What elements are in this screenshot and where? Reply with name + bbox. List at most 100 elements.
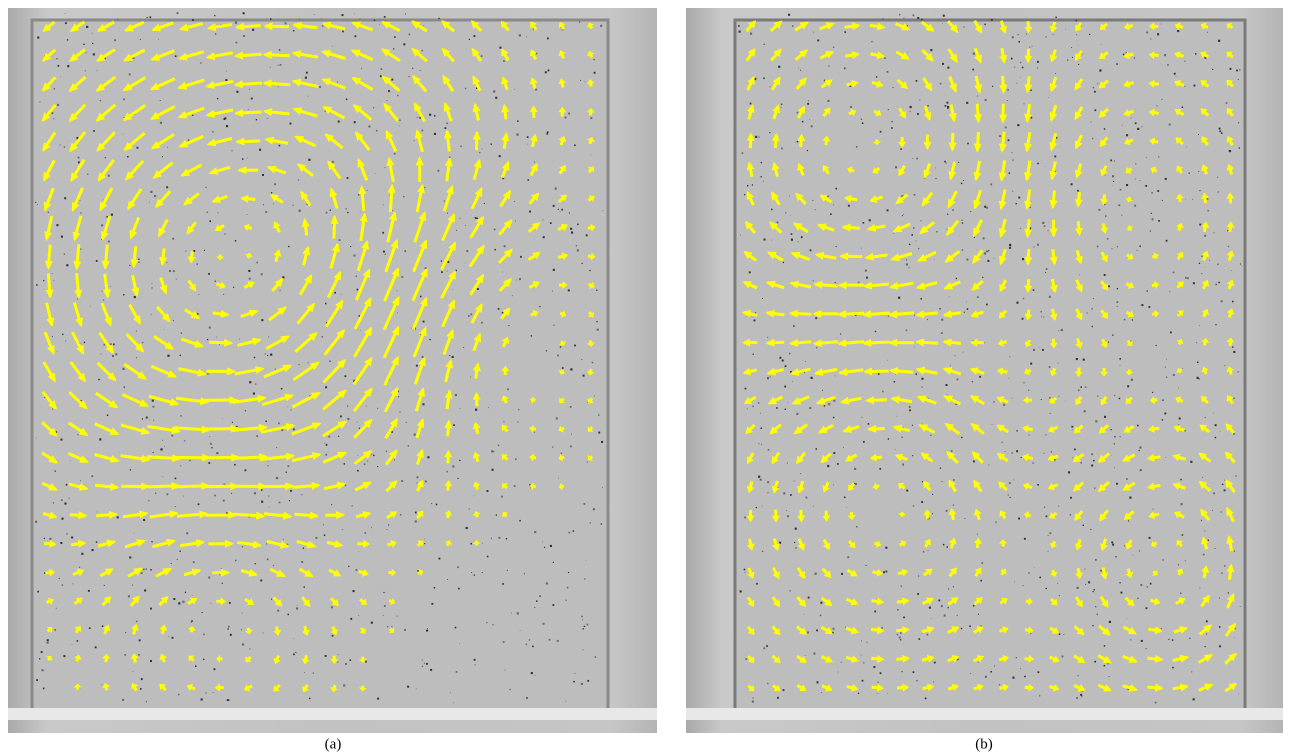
particle [738, 25, 740, 27]
particle [1134, 57, 1135, 58]
particle [973, 605, 975, 607]
particle [1062, 656, 1064, 658]
particle [249, 89, 250, 90]
particle [1215, 324, 1216, 325]
particle [947, 67, 949, 69]
particle [77, 434, 78, 435]
particle [927, 634, 929, 636]
particle [1184, 86, 1185, 87]
particle [914, 315, 915, 316]
particle [293, 205, 294, 206]
particle [1104, 204, 1105, 205]
particle [149, 420, 150, 421]
particle [866, 277, 868, 279]
particle [527, 136, 529, 138]
particle [784, 386, 786, 388]
particle [263, 633, 264, 634]
particle [254, 492, 256, 494]
particle [1226, 102, 1228, 104]
particle [790, 494, 792, 496]
particle [337, 662, 338, 663]
particle [1093, 298, 1094, 299]
particle [1104, 128, 1106, 130]
particle [916, 80, 918, 82]
particle [567, 587, 569, 589]
particle [967, 308, 969, 310]
particle [582, 619, 583, 620]
particle [932, 513, 933, 514]
particle [532, 646, 534, 648]
particle [761, 162, 762, 163]
particle [415, 512, 417, 514]
particle [1127, 385, 1129, 387]
particle [908, 267, 909, 268]
particle [356, 569, 358, 571]
particle [927, 319, 928, 320]
particle [813, 32, 814, 33]
particle [1039, 577, 1041, 579]
particle [344, 463, 346, 465]
particle [1219, 626, 1221, 628]
particle [941, 332, 943, 334]
particle [912, 158, 913, 159]
particle [791, 239, 793, 241]
particle [61, 236, 63, 238]
particle [214, 15, 215, 16]
particle [535, 675, 536, 676]
particle [1240, 606, 1241, 607]
particle [935, 168, 936, 169]
particle [355, 35, 357, 37]
particle [394, 36, 396, 38]
particle [1161, 99, 1162, 100]
particle [295, 652, 296, 653]
particle [961, 437, 962, 438]
particle [241, 629, 242, 630]
particle [1013, 160, 1014, 161]
particle [811, 125, 813, 127]
particle [862, 122, 864, 124]
particle [1208, 540, 1209, 541]
particle [211, 447, 212, 448]
particle [795, 547, 797, 549]
particle [167, 493, 169, 495]
particle [763, 647, 765, 649]
particle [783, 492, 785, 494]
particle [267, 559, 269, 561]
particle [1030, 633, 1031, 634]
particle [1233, 351, 1235, 353]
particle [49, 538, 51, 540]
particle [887, 693, 888, 694]
particle [1030, 207, 1031, 208]
particle [991, 19, 993, 21]
particle [1037, 68, 1038, 69]
particle [124, 387, 125, 388]
particle [1166, 359, 1167, 360]
particle [1146, 32, 1148, 34]
particle [925, 698, 927, 700]
particle [519, 520, 521, 522]
particle [356, 276, 357, 277]
particle [843, 447, 844, 448]
particle [373, 107, 374, 108]
particle [1146, 648, 1147, 649]
particle [36, 284, 38, 286]
particle [487, 556, 489, 558]
particle [591, 155, 592, 156]
particle [57, 104, 59, 106]
particle [341, 294, 342, 295]
particle [70, 461, 71, 462]
particle [1018, 197, 1020, 199]
particle [1158, 220, 1160, 222]
particle [904, 18, 905, 19]
particle [891, 127, 893, 129]
particle [255, 563, 256, 564]
particle [209, 327, 211, 329]
particle [1093, 460, 1095, 462]
particle [1200, 588, 1201, 589]
particle [598, 432, 600, 434]
particle [1221, 572, 1222, 573]
particle [322, 336, 323, 337]
particle [812, 200, 813, 201]
particle [931, 618, 932, 619]
particle [224, 118, 226, 120]
